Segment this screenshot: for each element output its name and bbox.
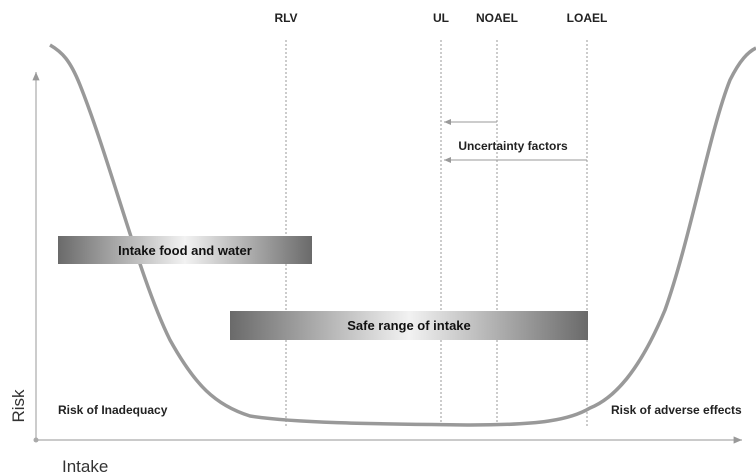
marker-label: RLV <box>274 11 297 25</box>
safe-bar <box>230 311 588 340</box>
region-label: Risk of adverse effects <box>611 403 742 417</box>
marker-label: NOAEL <box>476 11 518 25</box>
marker-label: UL <box>433 11 449 25</box>
bar-label: Intake food and water <box>118 243 252 258</box>
x-axis-label: Intake <box>62 457 108 476</box>
marker-lines <box>285 40 588 426</box>
intake-bar <box>58 236 312 264</box>
marker-label: LOAEL <box>567 11 608 25</box>
region-label: Risk of Inadequacy <box>58 403 168 417</box>
origin <box>33 437 39 443</box>
bar-label: Safe range of intake <box>347 318 471 333</box>
y-axis-label: Risk <box>9 389 28 423</box>
uncertainty-label: Uncertainty factors <box>458 139 568 153</box>
risk-curve <box>49 43 756 427</box>
